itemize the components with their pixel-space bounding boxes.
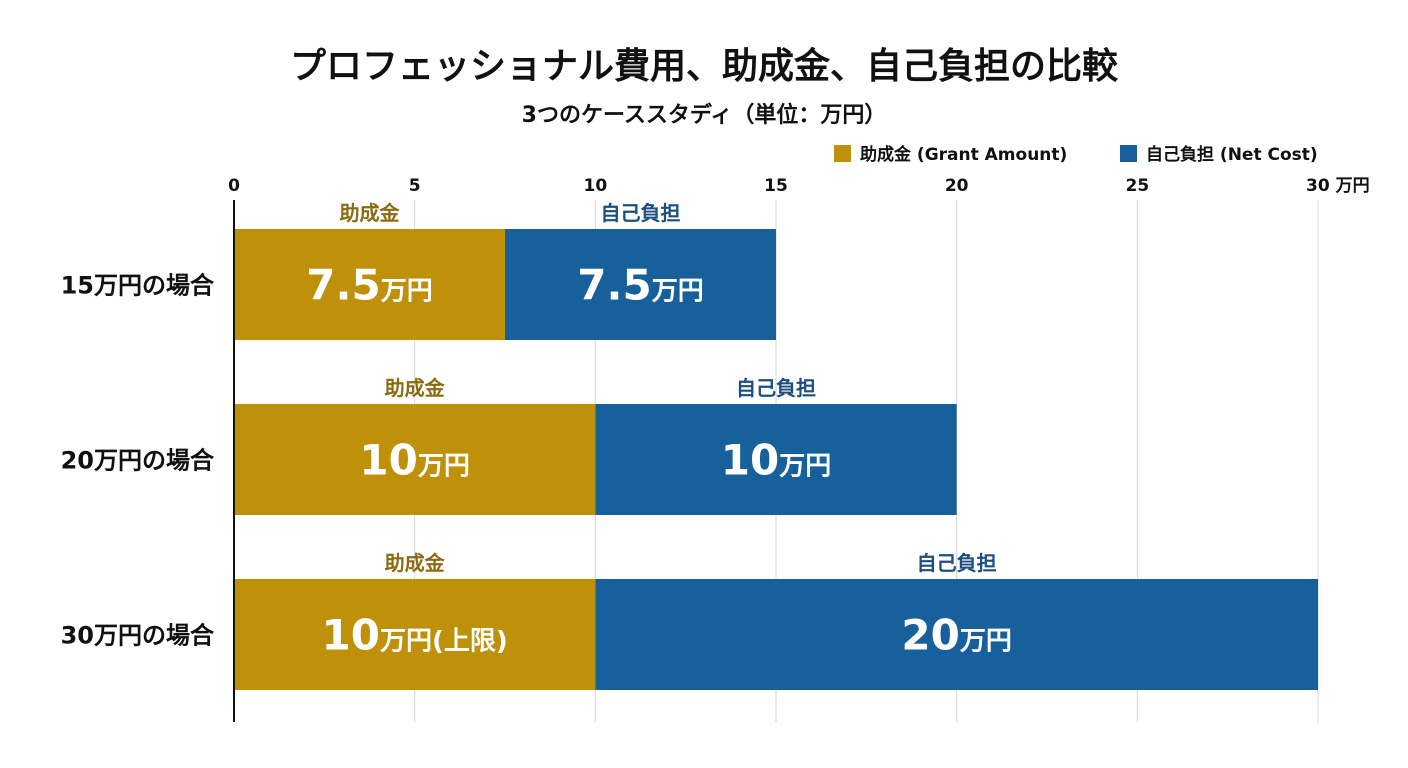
bar-segment	[234, 404, 596, 515]
value-label: 10万円	[721, 436, 831, 485]
value-number: 10	[359, 436, 417, 485]
legend-swatch	[1120, 145, 1137, 162]
chart-title: プロフェッショナル費用、助成金、自己負担の比較	[290, 45, 1119, 87]
segment-label: 自己負担	[917, 551, 997, 575]
bar-segment	[234, 229, 505, 340]
bar-segment	[234, 579, 596, 690]
value-number: 7.5	[306, 261, 380, 310]
segment-label: 自己負担	[601, 201, 681, 225]
value-unit: 万円	[652, 277, 704, 307]
chart-subtitle: 3つのケーススタディ（単位：万円）	[522, 102, 887, 128]
value-label: 10万円	[359, 436, 469, 485]
value-unit: 万円(上限)	[380, 627, 508, 657]
x-axis-ticks: 0 5 10 15 20 25 30 万円	[228, 176, 1370, 196]
legend: 助成金 (Grant Amount) 自己負担 (Net Cost)	[834, 144, 1318, 165]
value-unit: 万円	[418, 452, 470, 482]
legend-swatch	[834, 145, 851, 162]
segment-label: 助成金	[340, 201, 401, 225]
segment-label: 助成金	[385, 551, 446, 575]
value-number: 10	[721, 436, 779, 485]
bars: 15万円の場合助成金7.5万円自己負担7.5万円20万円の場合助成金10万円自己…	[61, 201, 1318, 690]
value-number: 20	[901, 611, 959, 660]
x-tick-label: 5	[409, 176, 421, 196]
bar-segment	[595, 579, 1318, 690]
value-unit: 万円	[381, 277, 433, 307]
x-tick-label: 0	[228, 176, 240, 196]
x-tick-label: 10	[583, 176, 607, 196]
category-label: 30万円の場合	[61, 622, 215, 650]
segment-label: 助成金	[385, 376, 446, 400]
segment-label: 自己負担	[736, 376, 816, 400]
value-label: 20万円	[901, 611, 1011, 660]
value-label: 10万円(上限)	[322, 611, 508, 660]
value-number: 7.5	[577, 261, 651, 310]
legend-label: 助成金 (Grant Amount)	[860, 144, 1067, 165]
x-tick-label: 15	[764, 176, 788, 196]
category-label: 15万円の場合	[61, 272, 215, 300]
legend-label: 自己負担 (Net Cost)	[1146, 144, 1318, 165]
value-unit: 万円	[960, 627, 1012, 657]
x-tick-label: 20	[945, 176, 969, 196]
x-tick-label: 25	[1125, 176, 1149, 196]
value-unit: 万円	[779, 452, 831, 482]
category-label: 20万円の場合	[61, 447, 215, 475]
x-tick-label: 30 万円	[1306, 176, 1370, 196]
value-label: 7.5万円	[306, 261, 432, 310]
bar-segment	[505, 229, 776, 340]
value-label: 7.5万円	[577, 261, 703, 310]
bar-segment	[595, 404, 957, 515]
value-number: 10	[322, 611, 380, 660]
